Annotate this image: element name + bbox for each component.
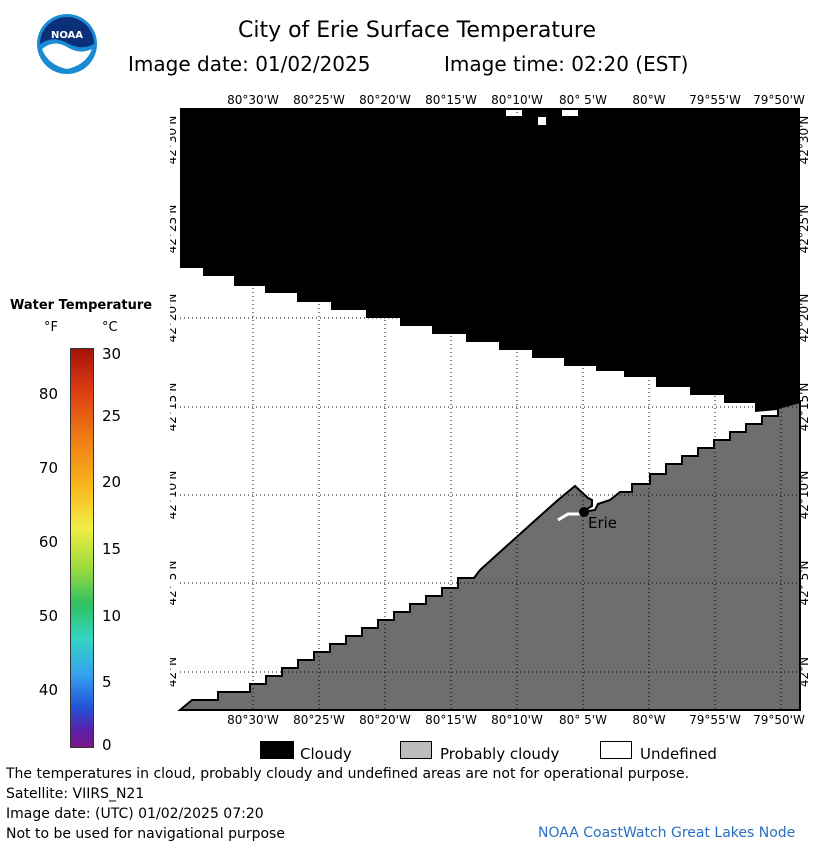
c-tick: 15 (102, 540, 122, 558)
lat-label-left: 42°20'N (170, 294, 179, 343)
unit-celsius: °C (102, 320, 118, 335)
lon-label-top: 80°20'W (359, 93, 411, 107)
lon-label-bottom: 80°25'W (293, 713, 345, 727)
lon-label-top: 80°15'W (425, 93, 477, 107)
lon-label-top: 79°50'W (753, 93, 805, 107)
lon-label-top: 80°10'W (491, 93, 543, 107)
lat-label-right: 42°15'N (797, 383, 810, 432)
lon-label-bottom: 79°50'W (753, 713, 805, 727)
lon-label-top: 80° 5'W (559, 93, 607, 107)
lat-label-left: 42°30'N (170, 116, 179, 165)
noaa-logo: NOAA (36, 13, 98, 75)
undefined-label: Undefined (640, 745, 717, 763)
c-tick: 10 (102, 607, 122, 625)
c-tick: 20 (102, 473, 122, 491)
undefined-swatch (600, 741, 632, 759)
cloudy-label: Cloudy (300, 745, 352, 763)
lon-label-bottom: 80°15'W (425, 713, 477, 727)
land-area (177, 400, 801, 711)
f-tick: 60 (38, 533, 58, 551)
erie-city-marker (579, 507, 589, 517)
page-title: City of Erie Surface Temperature (237, 18, 597, 43)
lon-label-bottom: 80°10'W (491, 713, 543, 727)
probably-cloudy-label: Probably cloudy (440, 745, 560, 763)
disclaimer: The temperatures in cloud, probably clou… (6, 766, 690, 782)
lon-label-bottom: 80°W (632, 713, 665, 727)
image-time: Image time: 02:20 (EST) (444, 52, 689, 76)
erie-label: Erie (588, 514, 617, 532)
legend-title: Water Temperature (10, 298, 153, 313)
f-tick: 50 (38, 607, 58, 625)
lat-label-left: 42°10'N (170, 471, 179, 520)
lon-label-bottom: 80°20'W (359, 713, 411, 727)
coastwatch-node-link[interactable]: NOAA CoastWatch Great Lakes Node (538, 825, 796, 841)
c-tick: 0 (102, 736, 112, 754)
cloud-area (180, 108, 800, 412)
logo-text: NOAA (51, 30, 83, 41)
lat-label-right: 42° 5'N (797, 561, 810, 606)
utc-date: Image date: (UTC) 01/02/2025 07:20 (6, 806, 264, 822)
lat-label-left: 42°25'N (170, 205, 179, 254)
navigation-warning: Not to be used for navigational purpose (6, 826, 285, 842)
lat-label-right: 42°N (797, 657, 810, 687)
lat-label-left: 42°N (170, 657, 179, 687)
f-tick: 80 (38, 385, 58, 403)
lat-label-left: 42°15'N (170, 383, 179, 432)
lon-label-top: 79°55'W (689, 93, 741, 107)
unit-fahrenheit: °F (44, 320, 58, 335)
lat-label-left: 42° 5'N (170, 561, 179, 606)
lon-label-bottom: 80°30'W (227, 713, 279, 727)
probably-cloudy-swatch (400, 741, 432, 759)
c-tick: 30 (102, 345, 122, 363)
surface-temperature-map: Erie 80°30'W 80°25'W 80°20'W 80°15'W 80°… (170, 93, 810, 727)
graticule (180, 108, 800, 710)
lon-label-top: 80°W (632, 93, 665, 107)
image-date: Image date: 01/02/2025 (128, 52, 371, 76)
lat-label-right: 42°25'N (797, 205, 810, 254)
lon-label-top: 80°30'W (227, 93, 279, 107)
satellite-info: Satellite: VIIRS_N21 (6, 786, 145, 802)
lat-label-right: 42°20'N (797, 294, 810, 343)
lon-label-top: 80°25'W (293, 93, 345, 107)
c-tick: 5 (102, 673, 112, 691)
f-tick: 70 (38, 459, 58, 477)
lat-label-right: 42°10'N (797, 471, 810, 520)
lon-label-bottom: 80° 5'W (559, 713, 607, 727)
lat-label-right: 42°30'N (797, 116, 810, 165)
cloudy-swatch (260, 741, 294, 759)
c-tick: 25 (102, 407, 122, 425)
f-tick: 40 (38, 681, 58, 699)
temperature-colorbar (70, 348, 94, 748)
lon-label-bottom: 79°55'W (689, 713, 741, 727)
